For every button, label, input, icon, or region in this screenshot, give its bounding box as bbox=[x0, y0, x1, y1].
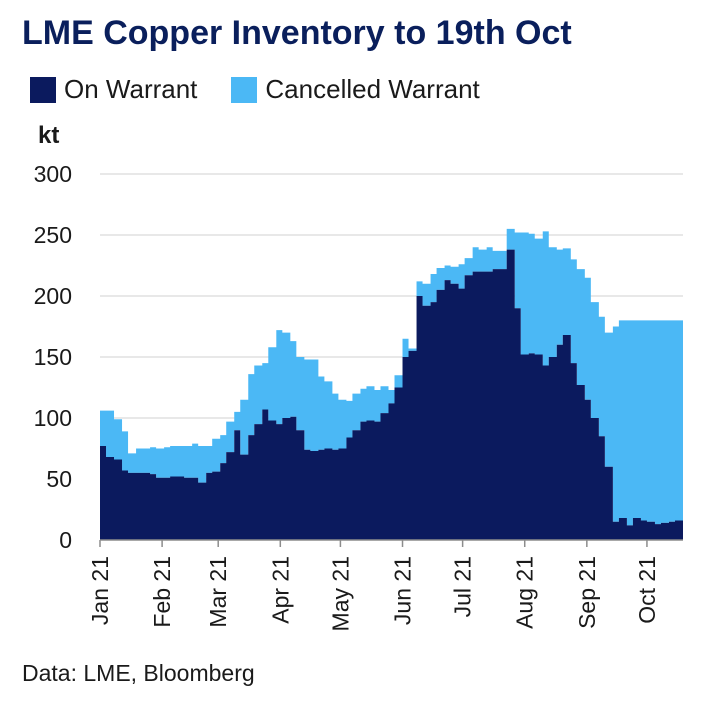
x-tick-label-feb-21: Feb 21 bbox=[149, 556, 175, 628]
x-tick-label-jan-21: Jan 21 bbox=[87, 556, 113, 625]
y-axis-unit: kt bbox=[38, 122, 60, 149]
legend-item-on-warrant: On Warrant bbox=[30, 74, 197, 105]
chart-title: LME Copper Inventory to 19th Oct bbox=[22, 14, 572, 52]
x-tick-label-oct-21: Oct 21 bbox=[634, 556, 660, 624]
legend-swatch-on-warrant bbox=[30, 76, 56, 103]
y-tick-label-0: 0 bbox=[59, 527, 72, 553]
y-tick-label-150: 150 bbox=[34, 344, 72, 370]
legend-item-cancelled-warrant: Cancelled Warrant bbox=[231, 74, 480, 105]
y-tick-label-50: 50 bbox=[46, 466, 72, 492]
area-cancelled-warrant bbox=[100, 228, 683, 526]
legend-label-cancelled-warrant: Cancelled Warrant bbox=[265, 74, 480, 104]
legend-label-on-warrant: On Warrant bbox=[64, 74, 198, 104]
x-tick-label-jul-21: Jul 21 bbox=[450, 556, 476, 617]
y-tick-label-100: 100 bbox=[34, 405, 72, 431]
legend: On Warrant Cancelled Warrant bbox=[30, 74, 514, 105]
x-tick-label-aug-21: Aug 21 bbox=[512, 556, 538, 629]
x-tick-label-apr-21: Apr 21 bbox=[267, 556, 293, 624]
x-tick-label-sep-21: Sep 21 bbox=[574, 556, 600, 629]
source-note: Data: LME, Bloomberg bbox=[22, 660, 255, 686]
y-tick-label-250: 250 bbox=[34, 222, 72, 248]
x-tick-label-jun-21: Jun 21 bbox=[390, 556, 416, 625]
y-tick-label-300: 300 bbox=[34, 161, 72, 187]
area-on-warrant bbox=[100, 249, 683, 540]
x-tick-label-may-21: May 21 bbox=[327, 556, 353, 631]
legend-swatch-cancelled-warrant bbox=[231, 76, 258, 103]
y-tick-label-200: 200 bbox=[34, 283, 72, 309]
x-tick-label-mar-21: Mar 21 bbox=[205, 556, 231, 628]
